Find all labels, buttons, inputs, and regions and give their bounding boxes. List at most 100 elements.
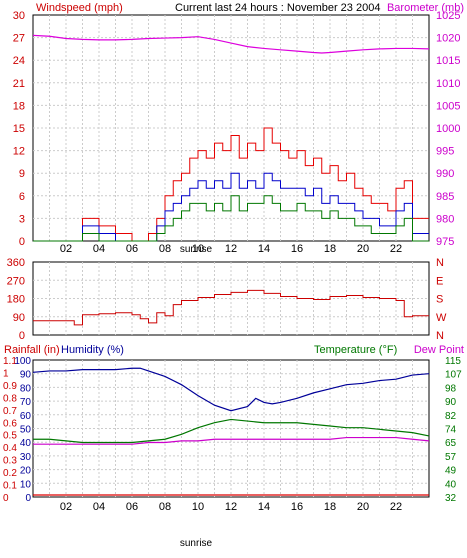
direction-y-tick: 180 [7, 294, 25, 306]
chart-title: Current last 24 hours : November 23 2004 [175, 2, 380, 14]
rainfall-y-tick: 0.3 [3, 456, 17, 467]
rainfall-y-tick: 1.1 [3, 356, 17, 367]
compass-y-tick: N [436, 330, 444, 342]
temp-x-tick: 02 [60, 501, 72, 513]
direction-y-tick: 90 [13, 312, 25, 324]
sunrise-label-bottom: sunrise [180, 538, 213, 549]
wind-y-tick: 21 [13, 78, 25, 90]
barometer-y-tick: 1005 [436, 100, 460, 112]
humidity-y-tick: 60 [20, 411, 32, 422]
series-average [33, 172, 429, 242]
barometer-y-label: Barometer (mb) [387, 2, 464, 14]
temp-x-tick: 20 [357, 501, 369, 513]
wind-x-tick: 02 [60, 243, 72, 255]
temp-x-tick: 14 [258, 501, 270, 513]
wind-x-ticks: 02 04 06 08 10 12 14 16 18 20 22 [60, 243, 402, 255]
temp-x-tick: 18 [324, 501, 336, 513]
humidity-y-tick: 40 [20, 438, 32, 449]
barometer-y-tick: 1000 [436, 123, 460, 135]
humidity-y-tick: 90 [20, 370, 32, 381]
compass-y-tick: S [436, 294, 443, 306]
series-low [33, 195, 429, 242]
temperature-y-tick: 107 [445, 370, 462, 381]
rainfall-y-tick: 0.8 [3, 393, 17, 404]
series-barometer [32, 34, 430, 54]
wind-x-tick: 16 [291, 243, 303, 255]
temp-x-tick: 16 [291, 501, 303, 513]
wind-x-tick: 22 [390, 243, 402, 255]
barometer-y-ticks: 975 980 985 990 995 1000 1005 1010 1015 1020 1025 [436, 10, 460, 248]
wind-y-label: Windspeed (mph) [36, 2, 123, 14]
direction-y-tick: 360 [7, 257, 25, 269]
temperature-y-tick: 57 [445, 452, 457, 463]
sunrise-label: sunrise [180, 244, 213, 255]
temp-series [32, 367, 430, 496]
temperature-y-ticks: 32 40 49 57 65 74 82 90 98 107 115 [445, 356, 462, 504]
rainfall-y-tick: 1 [3, 368, 9, 379]
compass-y-tick: N [436, 257, 444, 269]
barometer-y-tick: 985 [436, 191, 454, 203]
temp-x-tick: 10 [192, 501, 204, 513]
wind-x-tick: 06 [126, 243, 138, 255]
rainfall-y-tick: 0.6 [3, 418, 17, 429]
series-direction [33, 289, 429, 326]
wind-y-tick: 18 [13, 100, 25, 112]
wind-y-tick: 0 [19, 236, 25, 248]
wind-series [32, 34, 430, 242]
temperature-y-tick: 32 [445, 493, 457, 504]
temp-x-tick: 12 [225, 501, 237, 513]
barometer-y-tick: 990 [436, 168, 454, 180]
rainfall-y-tick: 0.2 [3, 468, 17, 479]
barometer-y-tick: 1025 [436, 10, 460, 22]
temperature-y-tick: 49 [445, 466, 457, 477]
humidity-y-tick: 30 [20, 452, 32, 463]
wind-y-tick: 3 [19, 213, 25, 225]
compass-y-tick: E [436, 275, 443, 287]
wind-y-tick: 9 [19, 168, 25, 180]
series-gust [33, 127, 429, 242]
wind-y-tick: 15 [13, 123, 25, 135]
wind-y-tick: 6 [19, 191, 25, 203]
humidity-y-tick: 10 [20, 479, 32, 490]
rainfall-y-tick: 0.7 [3, 406, 17, 417]
temp-grid [33, 360, 429, 497]
humidity-y-tick: 0 [25, 493, 31, 504]
wind-y-tick: 12 [13, 146, 25, 158]
temperature-y-tick: 65 [445, 438, 457, 449]
rainfall-y-label: Rainfall (in) [4, 344, 60, 356]
direction-y-ticks: 0 90 180 270 360 [7, 257, 25, 342]
temperature-y-tick: 74 [445, 425, 457, 436]
temperature-y-label: Temperature (°F) [314, 344, 397, 356]
wind-x-tick: 12 [225, 243, 237, 255]
rainfall-y-tick: 0 [3, 493, 9, 504]
barometer-y-tick: 1015 [436, 55, 460, 67]
rainfall-y-tick: 0.4 [3, 443, 17, 454]
barometer-y-tick: 995 [436, 146, 454, 158]
barometer-y-tick: 1010 [436, 78, 460, 90]
series-humidity [32, 367, 430, 412]
wind-x-tick: 10 [192, 243, 204, 255]
temp-x-ticks: 02 04 06 08 10 12 14 16 18 20 22 [60, 501, 402, 513]
temp-x-tick: 06 [126, 501, 138, 513]
wind-x-tick: 14 [258, 243, 270, 255]
temperature-y-tick: 98 [445, 383, 457, 394]
rainfall-y-tick: 0.5 [3, 431, 17, 442]
rainfall-y-tick: 0.9 [3, 381, 17, 392]
rainfall-y-tick: 0.1 [3, 481, 17, 492]
wind-x-tick: 18 [324, 243, 336, 255]
direction-grid [33, 262, 429, 335]
humidity-y-tick: 70 [20, 397, 32, 408]
humidity-y-tick: 80 [20, 383, 32, 394]
direction-y-tick: 0 [19, 330, 25, 342]
temp-x-tick: 08 [159, 501, 171, 513]
humidity-y-tick: 100 [14, 356, 31, 367]
dewpoint-y-label: Dew Point [414, 344, 464, 356]
direction-y-tick: 270 [7, 275, 25, 287]
humidity-y-ticks: 0 10 20 30 40 50 60 70 80 90 100 [14, 356, 31, 504]
series-temperature [33, 418, 430, 444]
temperature-y-tick: 115 [445, 356, 461, 367]
temperature-y-tick: 90 [445, 397, 457, 408]
